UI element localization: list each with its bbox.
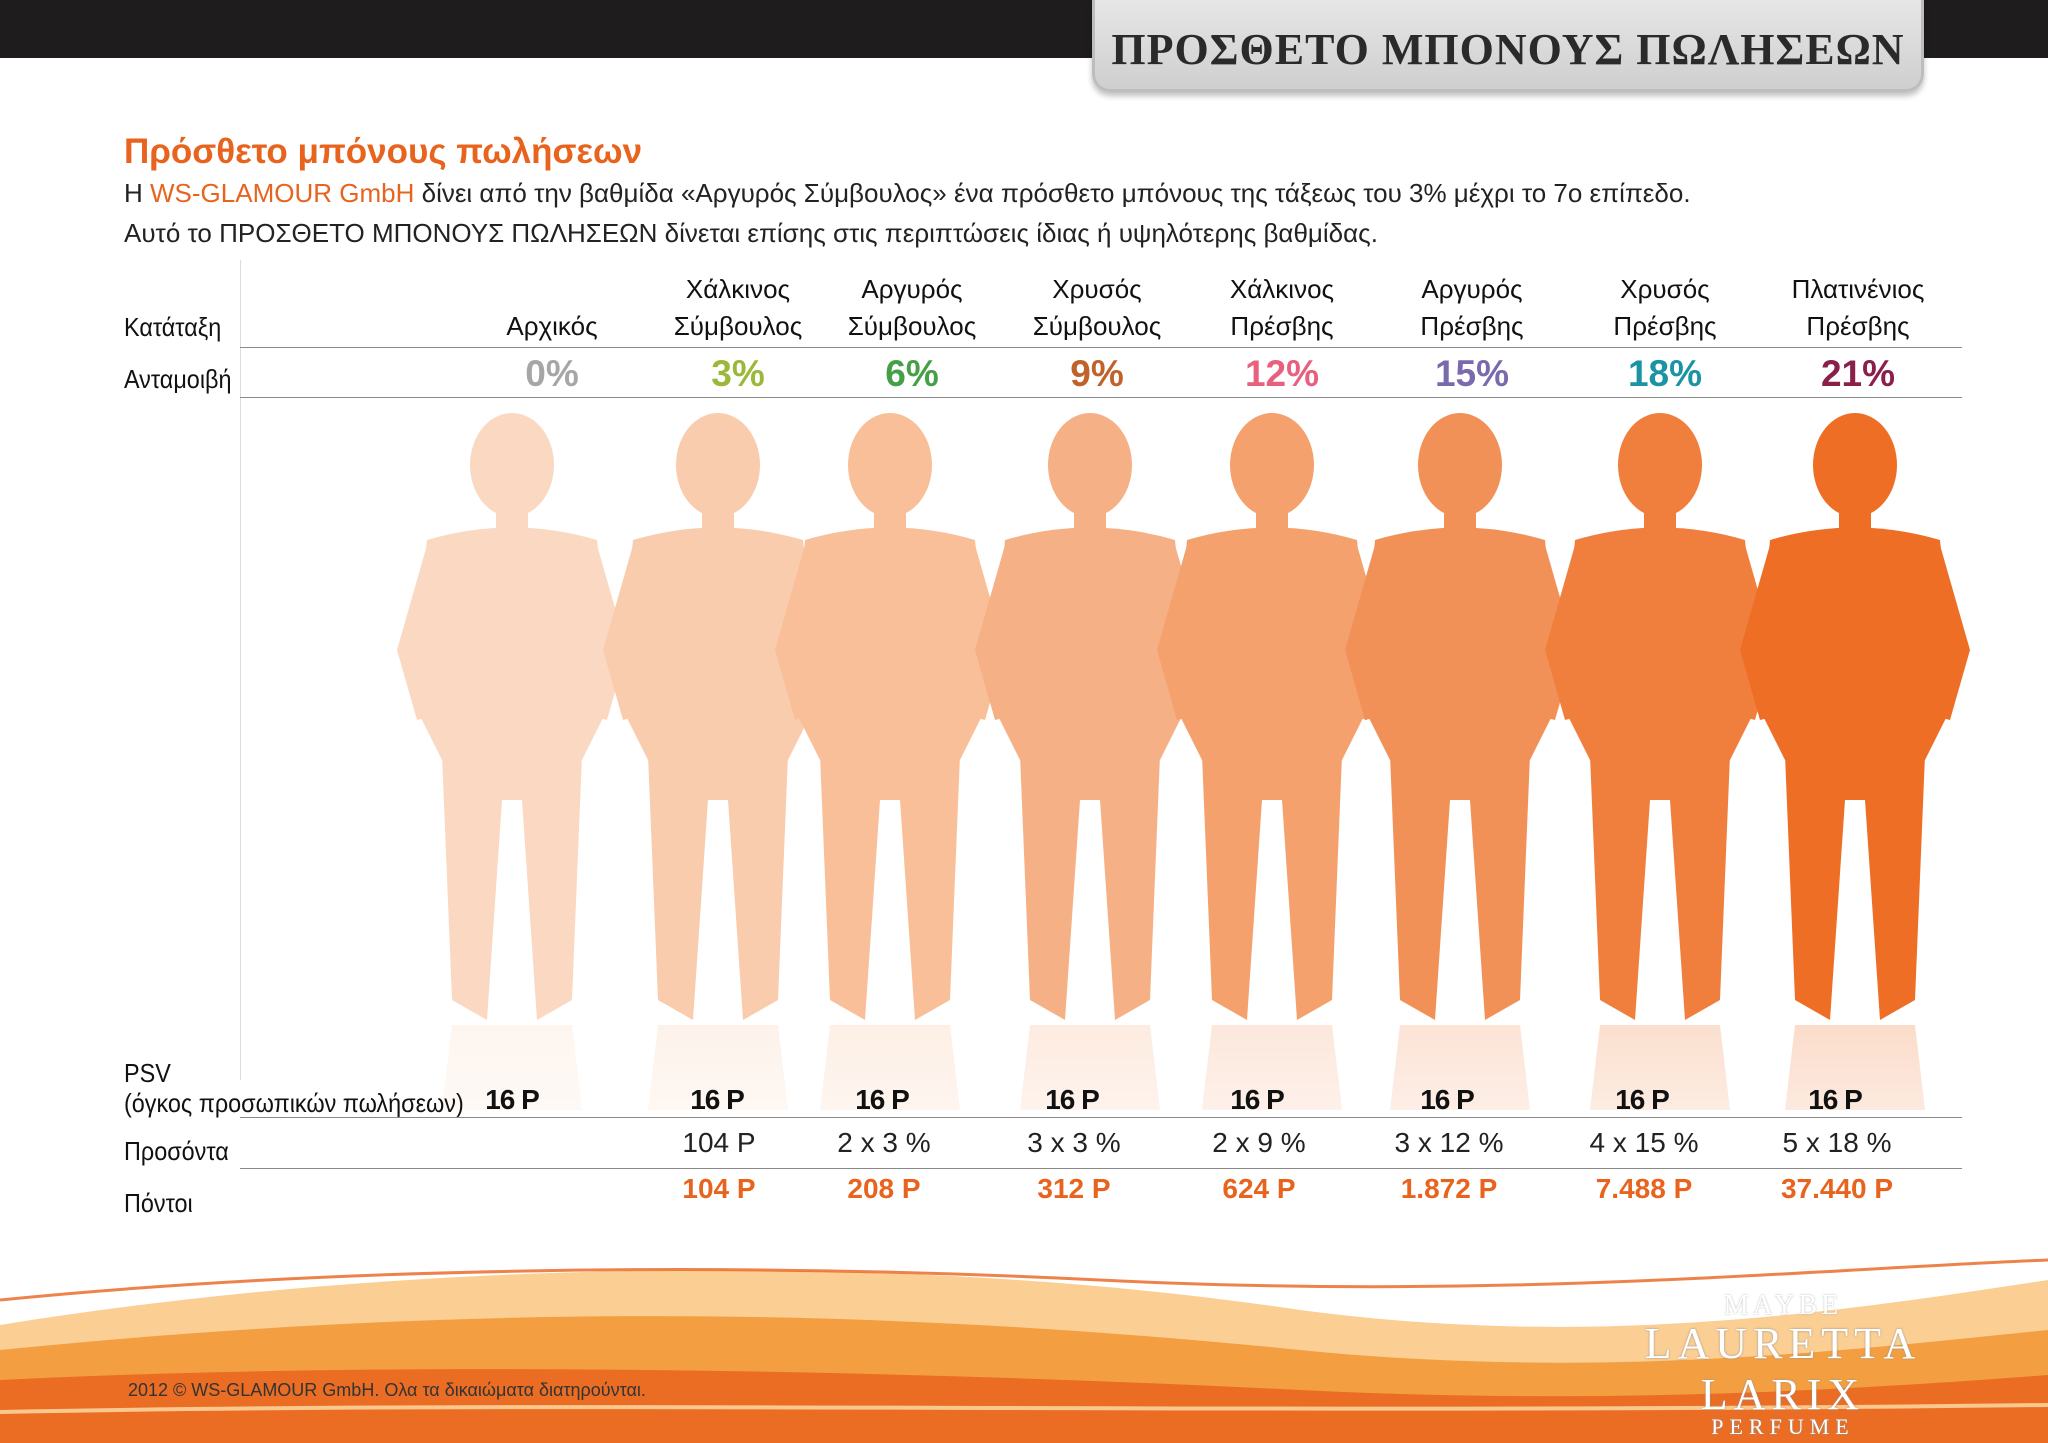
psv-value: 16 P: [485, 1084, 540, 1115]
rank-title-line1: Χρυσός: [1620, 274, 1710, 304]
person-silhouette: [603, 413, 833, 1110]
rank-header-7: Πλατινένιος Πρέσβης: [1763, 271, 1953, 345]
rank-title-line1: [457, 271, 647, 308]
points-value: 208 P: [847, 1173, 921, 1204]
points-label: Πόντοι: [124, 1188, 193, 1218]
rank-title-line2: Σύμβουλος: [673, 311, 803, 341]
person-silhouette: [775, 413, 1005, 1110]
points-value: 624 P: [1222, 1173, 1296, 1204]
person-silhouette: [1740, 413, 1970, 1110]
reward-percent: 3%: [711, 353, 765, 394]
rank-label: Κατάταξη: [124, 312, 222, 342]
person-silhouette: [397, 413, 627, 1110]
psv-value: 16 P: [690, 1084, 745, 1115]
rank-header-1: Χάλκινος Σύμβουλος: [643, 271, 833, 345]
banner-title: ΠΡΟΣΘΕΤΟ ΜΠΟΝΟΥΣ ΠΩΛΗΣΕΩΝ: [1111, 25, 1905, 74]
rank-title-line2: Σύμβουλος: [1032, 311, 1162, 341]
rank-header-6: Χρυσός Πρέσβης: [1570, 271, 1760, 345]
qualification-value: 2 x 3 %: [837, 1127, 931, 1158]
divider-reward: [240, 397, 1962, 398]
qualification-value: 2 x 9 %: [1212, 1127, 1306, 1158]
person-silhouette: [1545, 413, 1775, 1110]
reward-percent: 0%: [525, 353, 579, 394]
person-silhouette: [1157, 413, 1387, 1110]
rank-title-line2: Αρχικός: [506, 311, 598, 341]
intro-prefix: Η: [124, 178, 143, 208]
psv-sublabel: (όγκος προσωπικών πωλήσεων): [124, 1088, 464, 1118]
rank-title-line1: Αργυρός: [861, 274, 963, 304]
intro-line-2: Αυτό το ΠΡΟΣΘΕΤΟ ΜΠΟΝΟΥΣ ΠΩΛΗΣΕΩΝ δίνετα…: [124, 218, 1378, 248]
reward-percent: 12%: [1244, 353, 1320, 394]
reward-percent: 21%: [1820, 353, 1896, 394]
footer-wave-decoration: [0, 1258, 2048, 1443]
rank-title-line2: Πρέσβης: [1613, 311, 1717, 341]
divider-psv: [240, 1117, 1962, 1118]
reward-label: Ανταμοιβή: [124, 364, 232, 394]
qualification-value: 4 x 15 %: [1589, 1127, 1699, 1158]
psv-value: 16 P: [1615, 1084, 1670, 1115]
person-silhouette: [975, 413, 1205, 1110]
reward-percent: 6%: [885, 353, 939, 394]
qualification-value: 5 x 18 %: [1782, 1127, 1892, 1158]
logo-main: LAURETTA LARIX: [1644, 1319, 1922, 1419]
rank-header-2: Αργυρός Σύμβουλος: [817, 271, 1007, 345]
intro-suffix: δίνει από την βαθμίδα «Αργυρός Σύμβουλος…: [421, 178, 1691, 208]
psv-label: PSV: [124, 1058, 171, 1088]
reward-percent: 18%: [1627, 353, 1703, 394]
rank-title-line1: Χάλκινος: [685, 274, 791, 304]
rank-header-0: Αρχικός: [457, 271, 647, 345]
section-title: Πρόσθετο μπόνους πωλήσεων: [124, 132, 643, 171]
psv-value: 16 P: [1420, 1084, 1475, 1115]
rank-title-line2: Σύμβουλος: [847, 311, 977, 341]
reward-percent: 9%: [1070, 353, 1124, 394]
psv-value: 16 P: [1045, 1084, 1100, 1115]
divider-qualifications: [240, 1168, 1962, 1169]
rank-title-line2: Πρέσβης: [1420, 311, 1524, 341]
logo-perfume: PERFUME: [1711, 1414, 1855, 1439]
psv-value: 16 P: [1808, 1084, 1863, 1115]
rank-title-line1: Πλατινένιος: [1791, 274, 1925, 304]
points-value: 312 P: [1037, 1173, 1111, 1204]
points-value: 7.488 P: [1595, 1173, 1693, 1204]
reward-percent: 15%: [1434, 353, 1510, 394]
psv-value: 16 P: [855, 1084, 910, 1115]
rank-header-5: Αργυρός Πρέσβης: [1377, 271, 1567, 345]
person-silhouette: [1345, 413, 1575, 1110]
qualifications-label: Προσόντα: [124, 1136, 229, 1166]
brand-logo: MAYBE LAURETTA LARIX PERFUME: [1568, 1290, 1998, 1439]
rank-title-line1: Αργυρός: [1421, 274, 1523, 304]
psv-value: 16 P: [1230, 1084, 1285, 1115]
copyright-text: 2012 © WS-GLAMOUR GmbH. Ολα τα δικαιώματ…: [128, 1380, 646, 1400]
points-value: 104 P: [682, 1173, 756, 1204]
qualification-value: 3 x 3 %: [1027, 1127, 1121, 1158]
points-value: 1.872 P: [1400, 1173, 1498, 1204]
rank-header-4: Χάλκινος Πρέσβης: [1187, 271, 1377, 345]
logo-maybe: MAYBE: [1723, 1290, 1843, 1321]
brand-name: WS-GLAMOUR GmbH: [150, 178, 415, 208]
divider-rank: [240, 347, 1962, 348]
qualification-value: 3 x 12 %: [1394, 1127, 1504, 1158]
rank-title-line2: Πρέσβης: [1230, 311, 1334, 341]
intro-line-1: Η WS-GLAMOUR GmbH δίνει από την βαθμίδα …: [124, 178, 1691, 209]
rank-title-line1: Χάλκινος: [1229, 274, 1335, 304]
rank-title-line1: Χρυσός: [1052, 274, 1142, 304]
table-vertical-divider: [240, 260, 241, 1080]
header-banner: ΠΡΟΣΘΕΤΟ ΜΠΟΝΟΥΣ ΠΩΛΗΣΕΩΝ: [1092, 0, 1924, 92]
rank-title-line2: Πρέσβης: [1806, 311, 1910, 341]
rank-header-3: Χρυσός Σύμβουλος: [1002, 271, 1192, 345]
points-value: 37.440 P: [1780, 1173, 1894, 1204]
qualification-value: 104 P: [682, 1127, 756, 1158]
